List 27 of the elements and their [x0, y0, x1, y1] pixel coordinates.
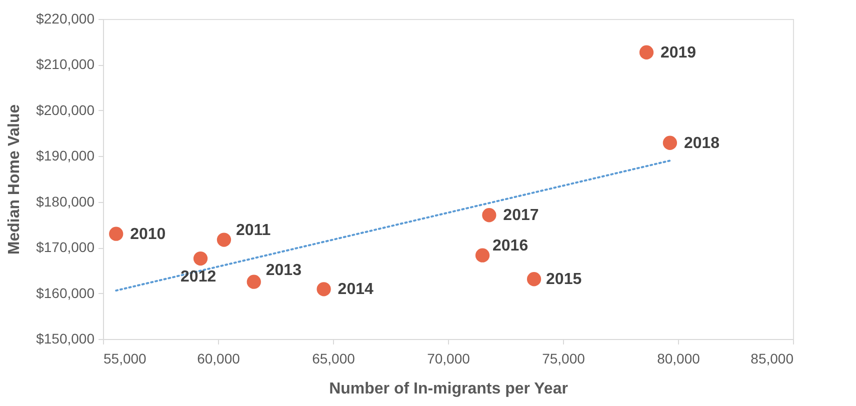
- y-tick-label: $200,000: [36, 102, 95, 118]
- annotation: 2013: [266, 262, 302, 279]
- annotation: 2017: [503, 207, 539, 224]
- x-tick-label: 80,000: [657, 350, 700, 366]
- annotation: 2015: [546, 271, 582, 288]
- x-tick-label: 85,000: [750, 350, 794, 366]
- y-tick-label: $170,000: [36, 239, 95, 256]
- x-axis-title: Number of In-migrants per Year: [329, 380, 568, 398]
- y-tick-label: $160,000: [36, 284, 95, 301]
- y-axis-title: Median Home Value: [6, 104, 24, 255]
- y-tick-label: $220,000: [36, 10, 95, 26]
- x-tick-label: 55,000: [104, 350, 147, 366]
- annotation: 2014: [338, 281, 374, 298]
- annotation: 2019: [660, 44, 696, 62]
- x-tick-label: 65,000: [312, 350, 356, 366]
- annotation: 2018: [684, 134, 720, 152]
- annotation: 2010: [130, 226, 166, 243]
- annotation: 2016: [492, 237, 528, 254]
- x-tick-label: 70,000: [427, 350, 470, 366]
- annotation: 2011: [236, 222, 271, 239]
- y-tick-label: $150,000: [36, 330, 95, 346]
- y-tick-label: $180,000: [36, 193, 95, 210]
- y-tick-label: $190,000: [36, 148, 95, 164]
- y-tick-label: $210,000: [36, 56, 95, 72]
- annotation: 2012: [180, 268, 216, 286]
- x-tick-label: 60,000: [197, 350, 240, 366]
- x-tick-label: 75,000: [542, 350, 586, 366]
